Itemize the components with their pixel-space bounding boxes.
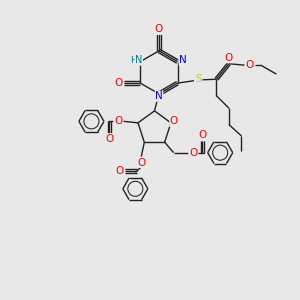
Text: O: O (170, 116, 178, 126)
Text: O: O (116, 166, 124, 176)
Text: O: O (114, 116, 122, 126)
Text: N: N (135, 55, 142, 65)
Text: N: N (155, 91, 163, 101)
Text: O: O (114, 78, 123, 88)
Text: O: O (137, 158, 146, 167)
Text: O: O (189, 148, 197, 158)
Text: O: O (246, 60, 254, 70)
Text: N: N (179, 55, 187, 65)
Text: H: H (130, 56, 137, 64)
Text: O: O (198, 130, 206, 140)
Text: O: O (225, 53, 233, 63)
Text: O: O (105, 134, 113, 144)
Text: O: O (155, 24, 163, 34)
Text: S: S (195, 74, 202, 84)
